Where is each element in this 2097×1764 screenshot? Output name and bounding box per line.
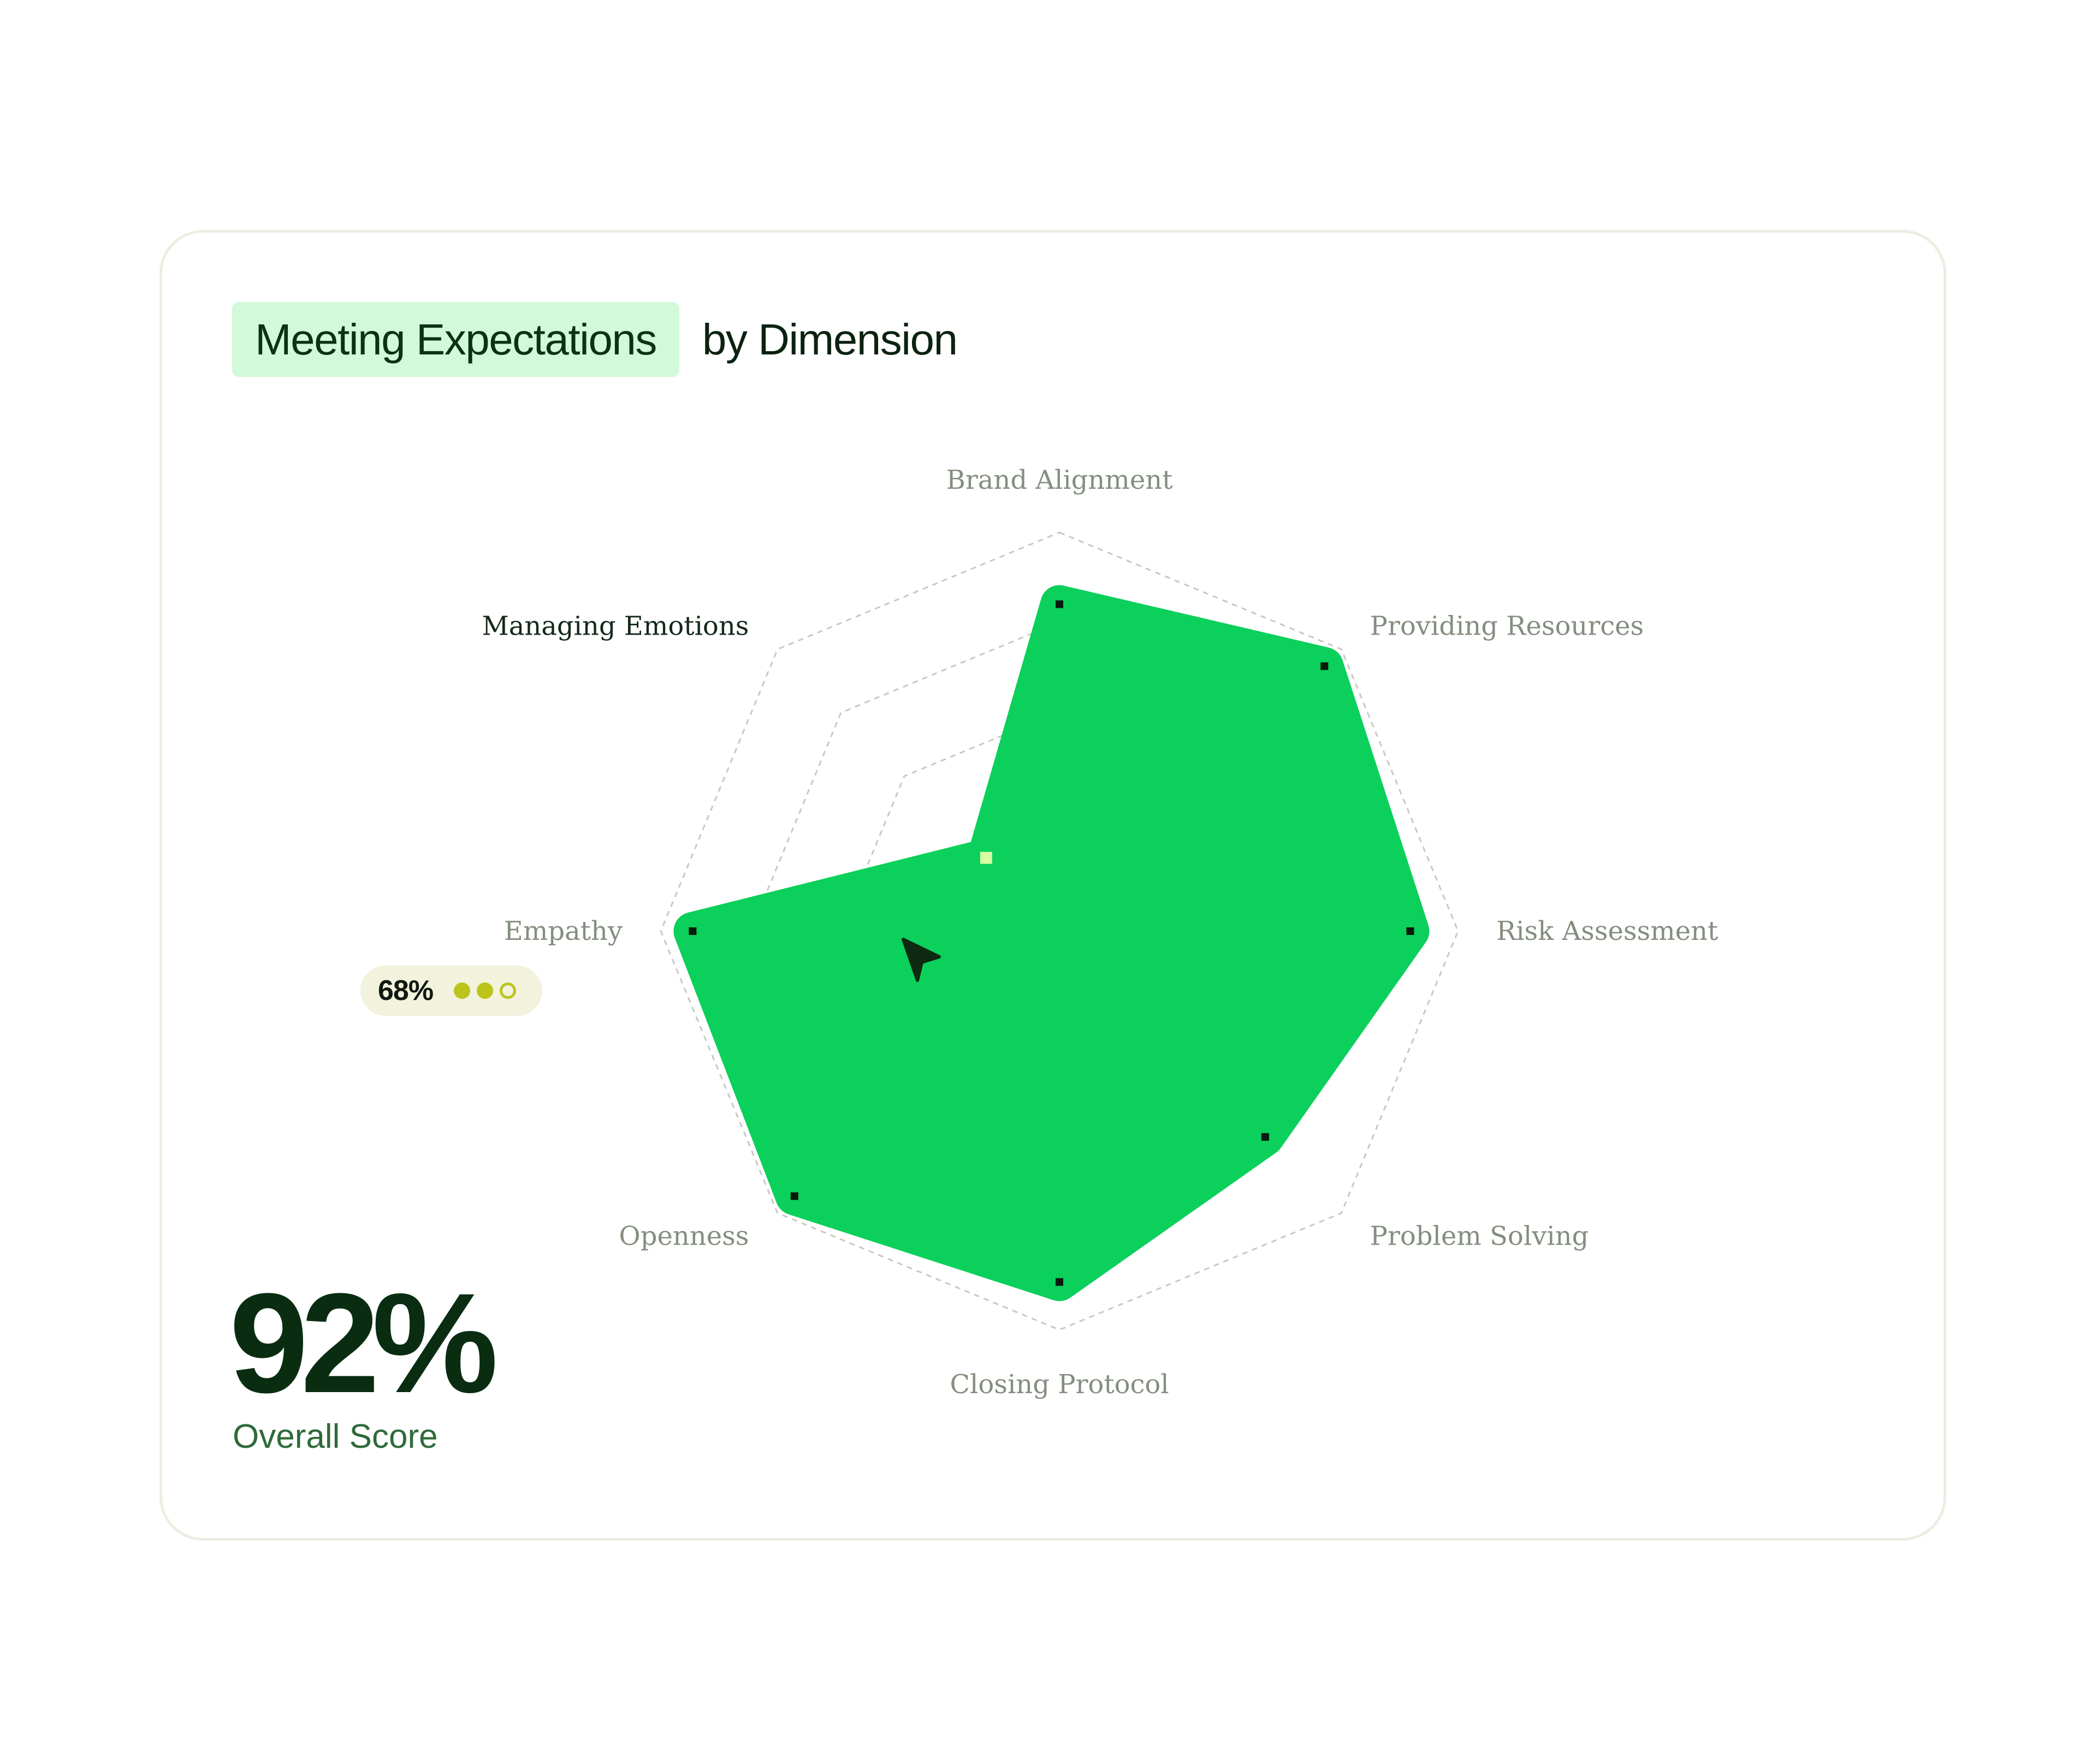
rating-dot xyxy=(454,982,471,999)
title-suffix: by Dimension xyxy=(702,315,958,364)
title-highlight-chip: Meeting Expectations xyxy=(232,302,679,377)
radar-points xyxy=(689,600,1414,1286)
axis-label: Openness xyxy=(619,1221,749,1252)
cursor-arrow-icon xyxy=(902,938,941,982)
axis-label: Brand Alignment xyxy=(946,465,1173,495)
radar-axis-labels: Brand Alignment Providing Resources Risk A… xyxy=(482,465,1719,1400)
rating-dots xyxy=(454,982,523,999)
axis-label: Closing Protocol xyxy=(950,1369,1169,1400)
rating-dot xyxy=(477,982,494,999)
tooltip-value: 68% xyxy=(378,975,434,1007)
radar-point[interactable] xyxy=(1406,927,1414,935)
axis-label: Managing Emotions xyxy=(482,611,749,641)
axis-label: Providing Resources xyxy=(1370,611,1644,641)
radar-grid-ring xyxy=(660,531,1459,1331)
radar-point[interactable] xyxy=(790,1192,798,1200)
overall-score-label: Overall Score xyxy=(233,1418,438,1455)
radar-point[interactable] xyxy=(980,851,992,864)
axis-label: Problem Solving xyxy=(1370,1221,1589,1252)
radar-area xyxy=(673,585,1430,1301)
overall-score-value: 92% xyxy=(229,1264,498,1423)
axis-label: Risk Assessment xyxy=(1496,916,1718,946)
axis-label: Empathy xyxy=(504,916,623,946)
radar-point[interactable] xyxy=(1320,662,1329,670)
tooltip-pill: 68% xyxy=(360,966,542,1016)
radar-point[interactable] xyxy=(689,927,697,935)
radar-point[interactable] xyxy=(1261,1133,1269,1141)
radar-point[interactable] xyxy=(1056,600,1063,608)
radar-point[interactable] xyxy=(1056,1278,1063,1286)
chart-title: Meeting Expectations by Dimension xyxy=(232,302,958,377)
rating-dot xyxy=(500,982,517,999)
